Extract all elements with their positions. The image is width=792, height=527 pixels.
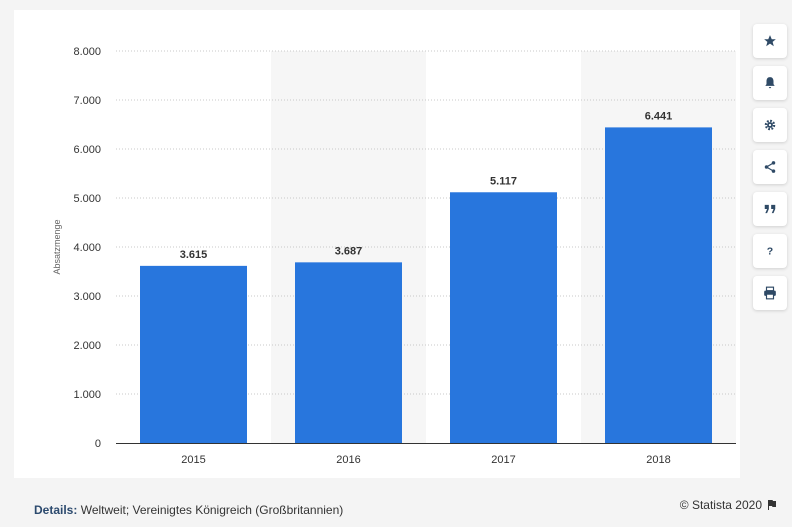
help-button[interactable]: ? [753,234,787,268]
y-tick-label: 0 [95,438,101,450]
x-tick-label: 2018 [646,454,670,466]
print-button[interactable] [753,276,787,310]
x-tick-label: 2016 [336,454,360,466]
x-axis-ticks: 2015 2016 2017 2018 [181,454,670,466]
bar-chart: 0 1.000 2.000 3.000 4.000 5.000 6.000 7.000 8.00… [52,46,736,466]
cite-button[interactable] [753,192,787,226]
y-axis-label: Absatzmenge [52,219,62,274]
quote-icon [764,204,776,214]
y-tick-label: 5.000 [73,193,101,205]
bars [140,127,712,444]
share-button[interactable] [753,150,787,184]
bar-value-label: 5.117 [490,175,517,187]
y-axis-ticks: 0 1.000 2.000 3.000 4.000 5.000 6.000 7.000 8.00… [73,46,101,450]
statista-credit[interactable]: © Statista 2020 [680,498,778,512]
star-icon [764,35,776,47]
flag-icon [768,500,776,510]
svg-text:?: ? [767,246,773,258]
bar [140,265,247,443]
bar-value-label: 6.441 [645,110,673,122]
sidebar-toolbar: ? [753,24,787,318]
share-icon [764,161,776,173]
bar [295,262,402,443]
y-tick-label: 8.000 [73,46,101,58]
bar-value-labels: 3.615 3.687 5.117 6.441 [180,110,673,260]
y-tick-label: 7.000 [73,95,101,107]
gear-icon [764,119,776,131]
footer-details: Details: Weltweit; Vereinigtes Königreic… [34,503,343,517]
y-tick-label: 3.000 [73,291,101,303]
y-tick-label: 2.000 [73,340,101,352]
bar [450,192,557,443]
bar [605,127,712,444]
notification-button[interactable] [753,66,787,100]
y-tick-label: 4.000 [73,242,101,254]
details-label[interactable]: Details: [34,503,78,517]
y-tick-label: 1.000 [73,389,101,401]
x-tick-label: 2015 [181,454,205,466]
bar-value-label: 3.687 [335,245,363,257]
help-icon: ? [767,246,773,258]
bell-icon [765,77,775,89]
x-tick-label: 2017 [491,454,515,466]
credit-text: © Statista 2020 [679,498,762,512]
favorite-button[interactable] [753,24,787,58]
settings-button[interactable] [753,108,787,142]
y-tick-label: 6.000 [73,144,101,156]
bar-value-label: 3.615 [180,249,208,261]
details-text: Weltweit; Vereinigtes Königreich (Großbr… [80,503,344,517]
print-icon [764,286,776,300]
